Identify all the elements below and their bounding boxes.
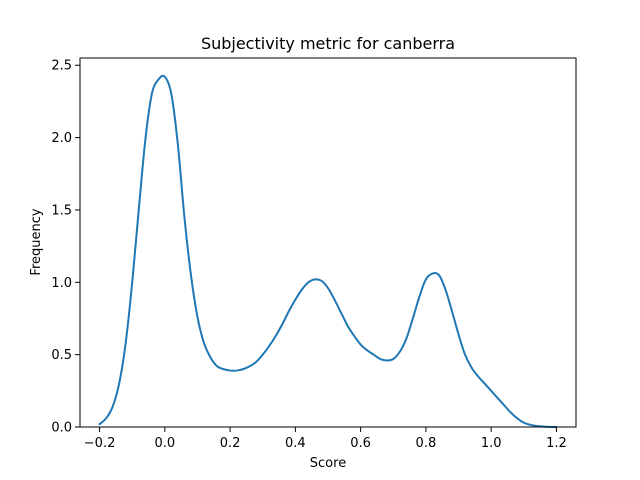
x-tick-label: 0.4 [285, 436, 306, 451]
chart-title: Subjectivity metric for canberra [201, 34, 455, 53]
y-axis-label: Frequency [29, 208, 44, 275]
y-tick-label: 2.5 [51, 59, 72, 74]
plot-frame [80, 58, 576, 427]
x-tick-label: −0.2 [84, 436, 116, 451]
plot-series [100, 76, 557, 427]
x-axis-label: Score [310, 456, 346, 471]
series-line-density [100, 76, 557, 427]
y-tick-label: 1.5 [51, 203, 72, 218]
y-tick-label: 1.0 [51, 276, 72, 291]
x-tick-label: 1.0 [481, 436, 502, 451]
x-tick-label: 1.2 [546, 436, 567, 451]
y-axis-ticks: 0.0 0.5 1.0 1.5 2.0 2.5 [51, 59, 80, 436]
x-tick-label: 0.6 [350, 436, 371, 451]
x-tick-label: 0.8 [416, 436, 437, 451]
x-axis-ticks: −0.2 0.0 0.2 0.4 0.6 0.8 1.0 1.2 [84, 427, 567, 451]
y-tick-label: 0.0 [51, 421, 72, 436]
y-tick-label: 2.0 [51, 131, 72, 146]
x-tick-label: 0.0 [154, 436, 175, 451]
x-tick-label: 0.2 [220, 436, 241, 451]
y-tick-label: 0.5 [51, 348, 72, 363]
